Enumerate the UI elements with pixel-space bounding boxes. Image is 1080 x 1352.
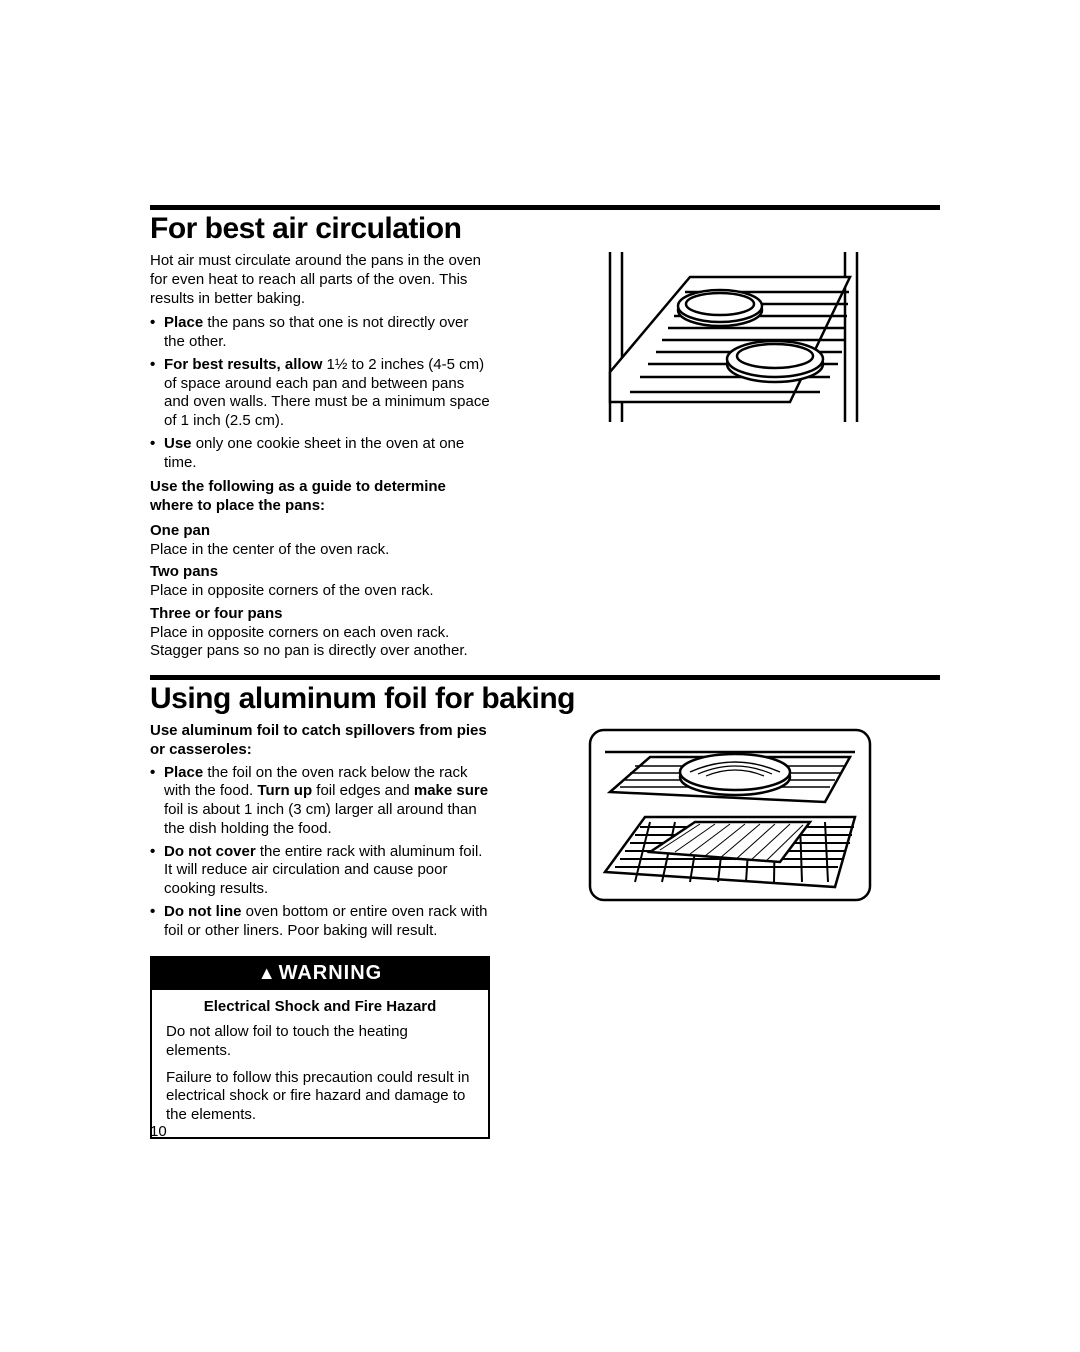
bullet-lead: Use	[164, 435, 192, 452]
b-lead2: Turn up	[257, 782, 312, 799]
warning-triangle-icon: ▲	[258, 963, 277, 983]
pan-title: Three or four pans	[150, 605, 490, 624]
b-lead: Place	[164, 764, 203, 781]
b-lead: Do not line	[164, 903, 242, 920]
page-number: 10	[150, 1123, 167, 1140]
section2-bullets: Place the foil on the oven rack below th…	[150, 764, 490, 941]
oven-rack-pans-icon	[590, 252, 870, 437]
page-content: For best air circulation Hot air must ci…	[150, 205, 940, 1139]
warning-header-text: WARNING	[279, 962, 383, 984]
section2-illustration-col	[520, 722, 940, 1139]
b-rest: foil is about 1 inch (3 cm) larger all a…	[164, 801, 477, 837]
b-mid2: foil edges and	[312, 782, 414, 799]
bullet-rest: the pans so that one is not directly ove…	[164, 314, 468, 350]
warning-body: Electrical Shock and Fire Hazard Do not …	[152, 990, 488, 1137]
section-rule	[150, 205, 940, 210]
warning-p1: Do not allow foil to touch the heating e…	[166, 1023, 474, 1061]
warning-subhead: Electrical Shock and Fire Hazard	[166, 998, 474, 1017]
pan-block: Three or four pans Place in opposite cor…	[150, 605, 490, 661]
section1-bullet: Use only one cookie sheet in the oven at…	[164, 435, 490, 473]
section2-subhead: Use aluminum foil to catch spillovers fr…	[150, 722, 490, 760]
section1-text: Hot air must circulate around the pans i…	[150, 252, 490, 661]
oven-foil-pie-icon	[580, 722, 880, 917]
section1-bullet: For best results, allow 1½ to 2 inches (…	[164, 356, 490, 431]
bullet-lead: Place	[164, 314, 203, 331]
section1-title: For best air circulation	[150, 212, 940, 246]
section2-text: Use aluminum foil to catch spillovers fr…	[150, 722, 490, 1139]
warning-header: ▲WARNING	[152, 958, 488, 990]
warning-box: ▲WARNING Electrical Shock and Fire Hazar…	[150, 956, 490, 1139]
section1-columns: Hot air must circulate around the pans i…	[150, 252, 940, 661]
section2-bullet: Do not cover the entire rack with alumin…	[164, 843, 490, 899]
b-lead3: make sure	[414, 782, 488, 799]
section1-bullets: Place the pans so that one is not direct…	[150, 314, 490, 472]
pan-text: Place in the center of the oven rack.	[150, 541, 490, 560]
bullet-lead: For best results, allow	[164, 356, 322, 373]
pan-title: One pan	[150, 522, 490, 541]
section2-bullet: Place the foil on the oven rack below th…	[164, 764, 490, 839]
section1-intro: Hot air must circulate around the pans i…	[150, 252, 490, 308]
warning-p2: Failure to follow this precaution could …	[166, 1069, 474, 1125]
section-rule	[150, 675, 940, 680]
section2-columns: Use aluminum foil to catch spillovers fr…	[150, 722, 940, 1139]
section2-bullet: Do not line oven bottom or entire oven r…	[164, 903, 490, 941]
b-lead: Do not cover	[164, 843, 256, 860]
section1-guide-head: Use the following as a guide to determin…	[150, 478, 490, 516]
section2-title: Using aluminum foil for baking	[150, 682, 940, 716]
pan-block: One pan Place in the center of the oven …	[150, 522, 490, 560]
pan-text: Place in opposite corners on each oven r…	[150, 624, 490, 662]
bullet-rest: only one cookie sheet in the oven at one…	[164, 435, 464, 471]
section2: Using aluminum foil for baking Use alumi…	[150, 675, 940, 1139]
pan-title: Two pans	[150, 563, 490, 582]
section1-bullet: Place the pans so that one is not direct…	[164, 314, 490, 352]
pan-block: Two pans Place in opposite corners of th…	[150, 563, 490, 601]
pan-text: Place in opposite corners of the oven ra…	[150, 582, 490, 601]
section1-illustration-col	[520, 252, 940, 661]
